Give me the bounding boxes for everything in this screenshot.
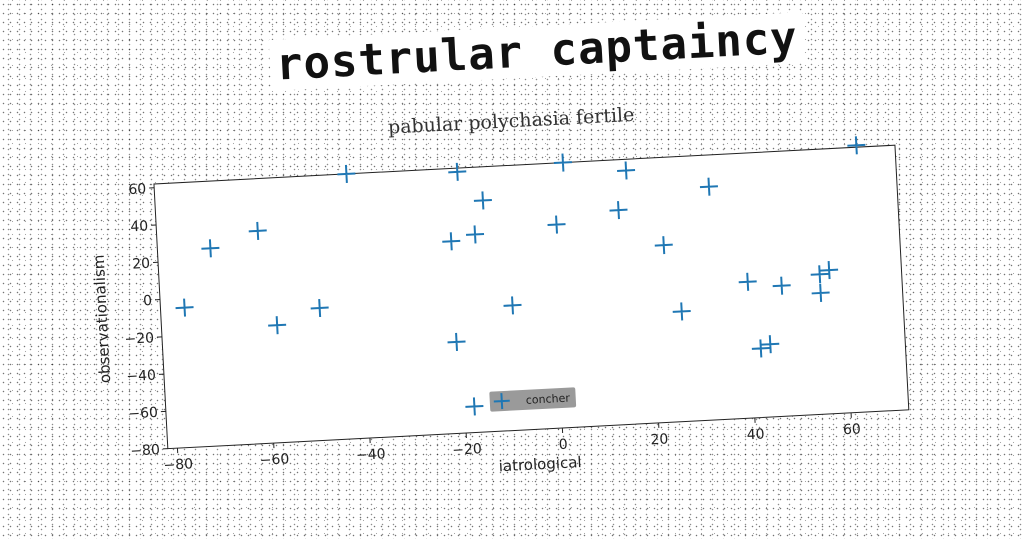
y-axis-label: observationalism xyxy=(90,254,115,383)
legend-label: concher xyxy=(525,392,570,407)
x-tick-label: −60 xyxy=(259,451,289,469)
x-tick-label: −80 xyxy=(163,456,193,474)
y-tick-label: −40 xyxy=(126,368,156,386)
y-tick-label: −60 xyxy=(128,405,158,423)
x-tick-label: −40 xyxy=(356,446,386,464)
y-tick-label: 60 xyxy=(128,181,147,198)
x-tick-label: −20 xyxy=(452,441,482,459)
y-tick-label: −20 xyxy=(124,330,154,348)
y-tick-label: 20 xyxy=(132,256,151,273)
x-tick-label: 60 xyxy=(843,421,862,438)
chart-subtitle: pabular polychasia fertile xyxy=(387,104,634,139)
y-tick-label: 0 xyxy=(143,293,153,309)
x-tick-label: 20 xyxy=(650,431,669,448)
x-axis-label: iatrological xyxy=(498,453,582,475)
y-tick-label: −80 xyxy=(130,442,160,460)
y-tick-label: 40 xyxy=(130,218,149,235)
x-tick-label: 0 xyxy=(558,437,568,453)
x-tick-label: 40 xyxy=(746,426,765,443)
